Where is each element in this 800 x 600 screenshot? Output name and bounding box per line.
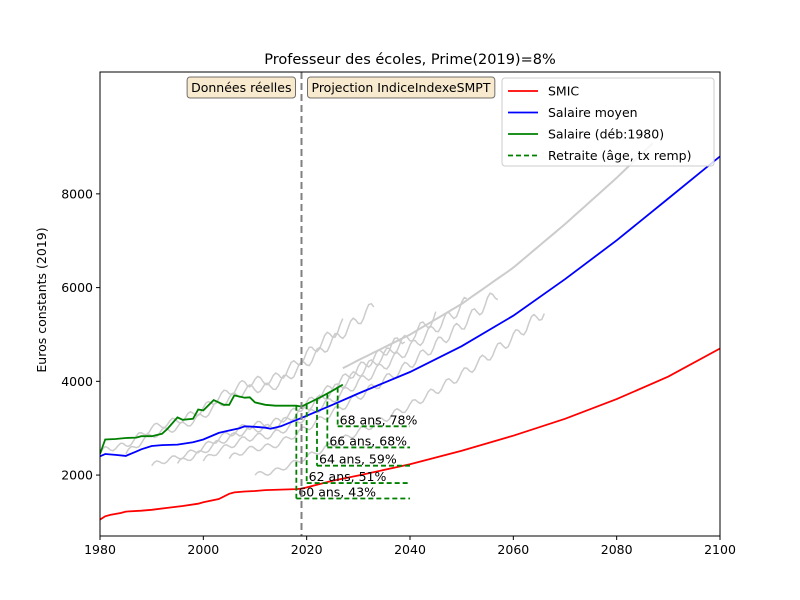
- series-line-salaire-carriere: [100, 383, 344, 455]
- retraite-label: 64 ans, 59%: [319, 452, 397, 467]
- retraite-label: 68 ans, 78%: [340, 412, 418, 427]
- legend-label: Salaire (déb:1980): [548, 127, 664, 142]
- cohort-line: [125, 302, 375, 455]
- cohort-envelope-line: [342, 142, 654, 370]
- y-tick-label: 2000: [61, 468, 93, 483]
- annotation-donnees-reelles: Données réelles: [191, 80, 291, 95]
- y-tick-label: 8000: [61, 186, 93, 201]
- x-tick-label: 2000: [187, 542, 219, 557]
- legend-box: [501, 77, 715, 167]
- series-line-smic: [100, 347, 720, 521]
- retraite-label: 60 ans, 43%: [298, 485, 376, 500]
- x-tick-label: 1980: [84, 542, 116, 557]
- axes: 1980 2000 2020 2040 2060 2080 2100 2000 4000 6000…: [61, 71, 736, 557]
- y-tick-label: 4000: [61, 374, 93, 389]
- cohort-line: [151, 337, 406, 467]
- x-tick-label: 2060: [497, 542, 529, 557]
- cohort-line: [254, 313, 545, 477]
- annotation-boxes: Données réelles Projection IndiceIndexeSM…: [186, 76, 496, 99]
- retraite-label: 62 ans, 51%: [309, 469, 387, 484]
- legend-label: Salaire moyen: [548, 105, 638, 120]
- cohort-line: [100, 318, 344, 455]
- legend: SMIC Salaire moyen Salaire (déb:1980) Retra…: [501, 77, 715, 167]
- annotation-projection-box: [307, 76, 496, 99]
- cohort-line: [202, 296, 468, 462]
- y-axis-label: Euros constants (2019): [34, 227, 49, 372]
- x-tick-label: 2020: [291, 542, 323, 557]
- legend-label: Retraite (âge, tx remp): [548, 148, 691, 163]
- retraite-label: 66 ans, 68%: [329, 433, 407, 448]
- x-tick-label: 2080: [601, 542, 633, 557]
- x-tick-label: 2100: [704, 542, 736, 557]
- annotation-projection: Projection IndiceIndexeSMPT: [312, 80, 491, 95]
- series-line-salaire-moyen: [100, 155, 720, 458]
- cohort-line: [228, 292, 499, 460]
- y-tick-label: 6000: [61, 280, 93, 295]
- series-lines: [100, 155, 720, 521]
- x-tick-label: 2040: [394, 542, 426, 557]
- legend-label: SMIC: [548, 84, 579, 99]
- annotation-donnees-reelles-box: [186, 76, 296, 99]
- retraite-lines: 60 ans, 43%62 ans, 51% 64 ans, 59% 66 ans,…: [295, 387, 418, 500]
- chart-title: Professeur des écoles, Prime(2019)=8%: [264, 52, 556, 68]
